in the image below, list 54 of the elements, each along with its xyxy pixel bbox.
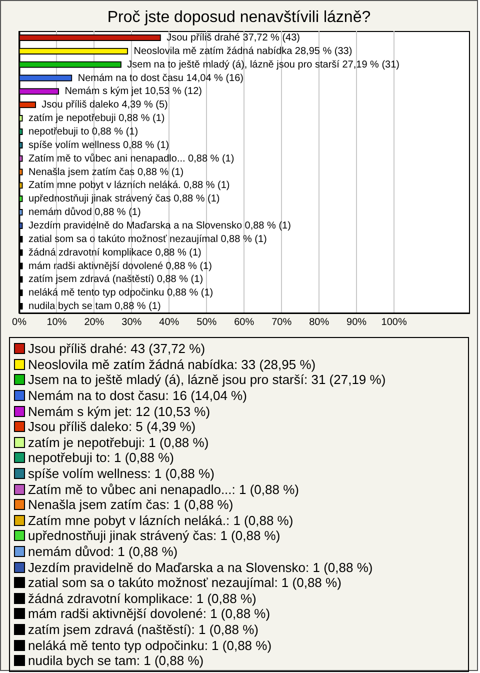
text: Nemám s kým jet: 12 (10,53 %) xyxy=(28,404,210,419)
text: Nenašla jsem zatím čas: 1 (0,88 %) xyxy=(28,497,234,512)
text: Jezdím pravidelně do Maďarska a na Slovensko: 1 (0,88 %) xyxy=(28,560,373,575)
data-label: Jsou příliš drahé 37,72 % (43) xyxy=(166,32,300,44)
text: Zatím mne pobyt v lázních neláká.: 1 (0,88 %) xyxy=(28,512,294,528)
x-tick-label: 20% xyxy=(84,316,104,328)
text: nudila bych se tam: 1 (0,88 %) xyxy=(28,653,204,668)
text: Jsou příliš daleko: 5 (4,39 %) xyxy=(28,419,196,434)
data-label: zatial som sa o takúto možnosť nezaujímal 0,88 % (1) xyxy=(28,234,267,245)
text: Zatím mě to vůbec ani nenapadlo...: 1 (0,88 %) xyxy=(28,482,299,497)
x-tick-label: 40% xyxy=(159,316,180,328)
data-label: upřednostňuji jinak strávený čas 0,88 % (1) xyxy=(28,194,220,205)
x-tick-label: 60% xyxy=(234,316,254,328)
data-label: Nemám s kým jet 10,53 % (12) xyxy=(64,86,202,98)
data-label: spíše volím wellness 0,88 % (1) xyxy=(28,140,170,151)
data-label: žádná zdravotní komplikace 0,88 % (1) xyxy=(28,247,202,258)
x-tick-label: 10% xyxy=(46,316,67,328)
x-tick-label: 90% xyxy=(346,316,367,328)
text: mám radši aktivnější dovolené: 1 (0,88 %) xyxy=(28,606,270,622)
data-label: Jezdím pravidelně do Maďarska a na Slovensko 0,88 % (1) xyxy=(28,220,291,232)
text: Jsou příliš drahé: 43 (37,72 %) xyxy=(28,341,206,356)
text: spíše volím wellness: 1 (0,88 %) xyxy=(28,466,214,482)
data-label: nudila bych se tam 0,88 % (1) xyxy=(28,301,161,312)
text: žádná zdravotní komplikace: 1 (0,88 %) xyxy=(28,590,256,606)
text: nemám důvod: 1 (0,88 %) xyxy=(28,544,178,560)
data-label: mám radši aktivnější dovolené 0,88 % (1) xyxy=(28,260,212,272)
x-tick-label: 30% xyxy=(122,316,142,328)
data-label: zatím jsem zdravá (naštěstí) 0,88 % (1) xyxy=(28,274,204,286)
text: upřednostňuji jinak strávený čas: 1 (0,88 %) xyxy=(28,528,280,544)
text: Nemám na to dost času: 16 (14,04 %) xyxy=(28,388,247,404)
text: nepotřebuji to: 1 (0,88 %) xyxy=(28,450,174,466)
text: zatial som sa o takúto možnosť nezaujímal: 1 (0,88 %) xyxy=(28,575,342,590)
x-tick-label: 100% xyxy=(381,316,407,328)
x-tick-label: 0% xyxy=(12,316,27,328)
x-tick-label: 70% xyxy=(272,316,292,328)
data-label: nemám důvod 0,88 % (1) xyxy=(28,206,141,218)
chart-title: Proč jste doposud nenavštívili lázně? xyxy=(106,9,372,27)
data-label: Jsem na to ještě mladý (á), lázně jsou pro starší 27,19 % (31) xyxy=(127,59,400,70)
x-tick-label: 80% xyxy=(309,316,330,328)
text: Neoslovila mě zatím žádná nabídka: 33 (28,95 %) xyxy=(28,356,316,372)
data-label: neláká mě tento typ odpočinku 0,88 % (1) xyxy=(28,288,214,299)
data-label: Jsou příliš daleko 4,39 % (5) xyxy=(42,100,168,111)
data-label: nepotřebuji to 0,88 % (1) xyxy=(28,126,138,138)
data-label: Zatím mne pobyt v lázních neláká. 0,88 % (1) xyxy=(28,180,230,192)
text: zatím je nepotřebuji: 1 (0,88 %) xyxy=(28,434,209,450)
text: neláká mě tento typ odpočinku: 1 (0,88 %) xyxy=(28,638,272,653)
data-label: Zatím mě to vůbec ani nenapadlo... 0,88 % (1) xyxy=(28,152,234,164)
data-label: zatím je nepotřebuji 0,88 % (1) xyxy=(28,113,165,124)
data-label: Nemám na to dost času 14,04 % (16) xyxy=(78,72,244,84)
text: Jsem na to ještě mladý (á), lázně jsou pro starší: 31 (27,19 %) xyxy=(28,372,386,388)
x-tick-label: 50% xyxy=(196,316,217,328)
text: zatím jsem zdravá (naštěstí): 1 (0,88 %) xyxy=(28,622,258,637)
data-label: Nenašla jsem zatím čas 0,88 % (1) xyxy=(28,166,184,178)
data-label: Neoslovila mě zatím žádná nabídka 28,95 % (33) xyxy=(134,46,352,57)
